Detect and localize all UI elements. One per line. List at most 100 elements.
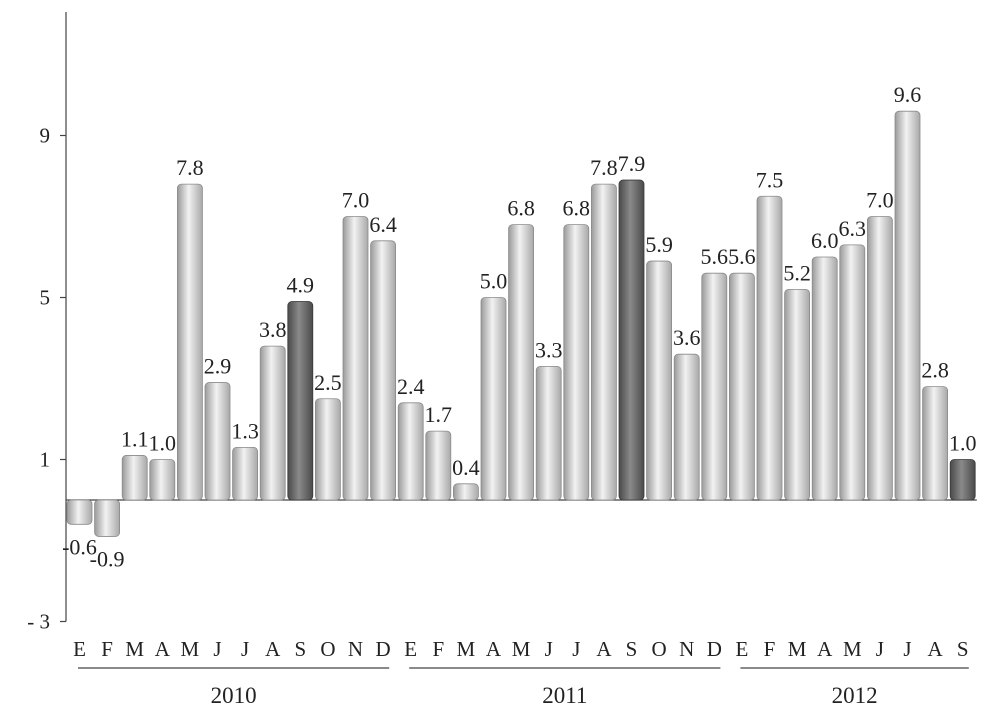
x-tick-label: M xyxy=(181,637,200,661)
x-tick-label: E xyxy=(73,637,86,661)
bar-value-label: 7.9 xyxy=(618,151,646,176)
bar xyxy=(94,499,120,537)
bar-rect xyxy=(259,345,286,501)
bar-value-label: 7.0 xyxy=(866,188,894,213)
x-tick-label: J xyxy=(572,637,580,661)
x-tick-label: N xyxy=(348,637,363,661)
bar xyxy=(259,345,286,501)
bar-rect xyxy=(701,272,728,501)
bar-rect xyxy=(591,183,617,501)
x-tick-label: M xyxy=(512,637,531,661)
bar-value-label: 1.0 xyxy=(949,431,977,456)
bar xyxy=(618,179,645,501)
bar xyxy=(701,272,728,501)
bar xyxy=(508,224,535,501)
bar xyxy=(342,216,369,501)
year-group-label: 2012 xyxy=(832,683,878,705)
bar-rect xyxy=(535,365,562,501)
bar-rect xyxy=(673,353,700,501)
bar xyxy=(756,195,783,501)
bar-value-label: 5.6 xyxy=(728,244,756,269)
year-group-label: 2011 xyxy=(542,683,587,705)
bar-value-label: 4.9 xyxy=(287,273,315,298)
bar xyxy=(646,260,672,501)
bar-value-label: 2.9 xyxy=(204,354,232,379)
bar-rect xyxy=(121,455,148,501)
bar xyxy=(839,244,866,501)
bar xyxy=(66,499,93,525)
x-tick-label: N xyxy=(679,637,694,661)
bar-value-label: 2.8 xyxy=(921,358,949,383)
x-tick-label: O xyxy=(320,637,335,661)
bar xyxy=(452,483,479,501)
bar-rect xyxy=(922,386,948,501)
x-tick-label: F xyxy=(432,637,444,661)
x-tick-label: M xyxy=(457,637,476,661)
bar-value-label: 1.0 xyxy=(149,431,177,456)
x-tick-label: S xyxy=(626,637,638,661)
bar-rect xyxy=(425,430,452,501)
x-tick-label: A xyxy=(817,637,833,661)
x-tick-label: E xyxy=(404,637,417,661)
bar-rect xyxy=(949,459,976,501)
bar-rect xyxy=(729,272,755,501)
bar xyxy=(287,301,314,501)
bar-value-label: 7.8 xyxy=(176,155,204,180)
bar-rect xyxy=(176,183,203,501)
x-tick-label: F xyxy=(101,637,113,661)
bar-value-label: -0.6 xyxy=(62,534,97,559)
bar xyxy=(535,365,562,501)
bar-rect xyxy=(452,483,479,501)
bar-rect xyxy=(508,224,535,501)
bar-value-label: 5.6 xyxy=(701,244,729,269)
bar xyxy=(922,386,948,501)
x-tick-label: J xyxy=(545,637,553,661)
bar xyxy=(176,183,203,501)
bar-rect xyxy=(342,216,369,501)
bar xyxy=(314,398,341,501)
bar-value-label: 5.2 xyxy=(783,260,811,285)
x-tick-label: D xyxy=(707,637,722,661)
bar xyxy=(867,216,893,501)
x-tick-label: M xyxy=(843,637,862,661)
bar-rect xyxy=(232,446,259,501)
bar-rect xyxy=(894,110,921,501)
bar-value-label: 5.9 xyxy=(645,232,673,257)
x-tick-label: J xyxy=(241,637,249,661)
y-tick-label: 9 xyxy=(40,124,51,148)
x-tick-label: F xyxy=(764,637,776,661)
value-labels: -0.6-0.91.1 1.07.82.91.33.84.92.57.06.42.… xyxy=(62,82,976,571)
bar-rect xyxy=(314,398,341,501)
bar-value-label: 3.3 xyxy=(535,337,563,362)
bar-value-label: 3.6 xyxy=(673,325,701,350)
bar-value-label: 7.0 xyxy=(342,188,370,213)
bar-value-label: 7.8 xyxy=(590,155,618,180)
x-tick-label: S xyxy=(294,637,306,661)
bar-rect xyxy=(867,216,893,501)
bar xyxy=(425,430,452,501)
x-tick-label: M xyxy=(788,637,807,661)
y-tick-label: - 3 xyxy=(27,610,50,634)
bar xyxy=(591,183,617,501)
bar xyxy=(811,256,838,501)
y-tick-label: 5 xyxy=(40,286,51,310)
bar-rect xyxy=(370,240,397,501)
bar-value-label: 9.6 xyxy=(894,82,922,107)
bar-rect xyxy=(563,224,590,501)
bar xyxy=(563,224,590,501)
bar xyxy=(894,110,921,501)
bar xyxy=(729,272,755,501)
bar-rect xyxy=(784,288,810,501)
x-tick-label: A xyxy=(155,637,171,661)
bar-value-label: 7.5 xyxy=(756,167,784,192)
x-tick-label: A xyxy=(928,637,944,661)
x-tick-label: A xyxy=(486,637,502,661)
bar xyxy=(480,297,507,501)
bar-value-label: 6.8 xyxy=(563,196,591,221)
bar xyxy=(397,402,424,501)
bar-value-label: 1.7 xyxy=(425,402,453,427)
bar-value-label: 6.3 xyxy=(839,216,867,241)
x-tick-label: M xyxy=(125,637,144,661)
bar-rect xyxy=(149,459,176,501)
bar-value-label: 6.4 xyxy=(369,212,397,237)
